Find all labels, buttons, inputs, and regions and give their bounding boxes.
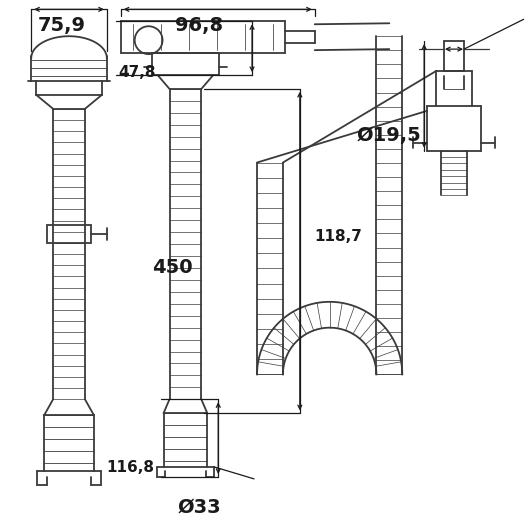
Text: Ø33: Ø33: [177, 498, 221, 517]
Text: Ø19,5: Ø19,5: [357, 126, 421, 145]
Text: 96,8: 96,8: [175, 15, 223, 34]
Text: 116,8: 116,8: [107, 461, 155, 475]
Text: 450: 450: [153, 258, 193, 277]
Bar: [47, 225, 91, 243]
Text: 75,9: 75,9: [38, 15, 86, 34]
Text: 47,8: 47,8: [119, 65, 156, 80]
Text: 118,7: 118,7: [314, 228, 361, 243]
